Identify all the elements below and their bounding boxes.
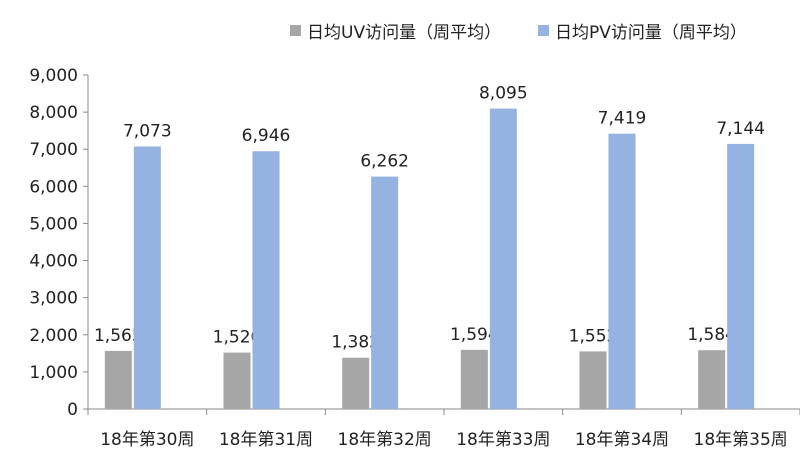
y-tick-label: 9,000 (29, 66, 78, 86)
legend-item-uv: 日均UV访问量（周平均） (290, 18, 501, 43)
uv-data-label: 1,520 (213, 328, 262, 348)
legend-swatch-pv (538, 25, 549, 36)
uv-data-label: 1,594 (450, 325, 499, 345)
y-tick-label: 4,000 (29, 252, 78, 272)
pv-bar (252, 151, 280, 409)
pv-data-label: 6,262 (360, 152, 409, 172)
pv-data-label: 7,144 (716, 119, 765, 139)
legend-label-pv: 日均PV访问量（周平均） (555, 23, 747, 43)
y-tick-label: 0 (67, 400, 78, 420)
uv-data-label: 1,382 (331, 333, 380, 353)
x-tick-label: 18年第31周 (219, 430, 313, 450)
uv-bar (579, 351, 607, 409)
pv-data-label: 7,073 (123, 122, 172, 142)
y-tick-label: 1,000 (29, 363, 78, 383)
y-tick-label: 5,000 (29, 214, 78, 234)
y-tick-label: 7,000 (29, 140, 78, 160)
uv-data-label: 1,584 (687, 325, 736, 345)
pv-bar (133, 146, 161, 409)
legend-label-uv: 日均UV访问量（周平均） (307, 23, 502, 43)
x-tick-label: 18年第30周 (100, 430, 194, 450)
y-tick-label: 8,000 (29, 103, 78, 123)
pv-bar (608, 133, 636, 409)
pv-data-label: 7,419 (598, 109, 647, 129)
uv-bar (104, 350, 132, 409)
pv-bar (489, 108, 517, 409)
x-tick-label: 18年第34周 (575, 430, 669, 450)
uv-data-label: 1,565 (94, 326, 143, 346)
pv-bar (727, 143, 755, 409)
uv-bar (460, 349, 488, 409)
legend-swatch-uv (290, 25, 301, 36)
uv-bar (698, 350, 726, 409)
chart-legend: 日均UV访问量（周平均） 日均PV访问量（周平均） (0, 18, 800, 50)
pv-bar (371, 176, 399, 409)
y-tick-label: 3,000 (29, 289, 78, 309)
x-tick-label: 18年第33周 (456, 430, 550, 450)
uv-bar (342, 357, 370, 409)
x-tick-label: 18年第35周 (694, 430, 788, 450)
y-tick-label: 2,000 (29, 326, 78, 346)
y-tick-label: 6,000 (29, 177, 78, 197)
pv-data-label: 6,946 (242, 126, 291, 146)
x-tick-label: 18年第32周 (338, 430, 432, 450)
uv-data-label: 1,552 (569, 326, 618, 346)
pv-data-label: 8,095 (479, 84, 528, 104)
legend-item-pv: 日均PV访问量（周平均） (538, 18, 747, 43)
uv-bar (223, 352, 251, 409)
